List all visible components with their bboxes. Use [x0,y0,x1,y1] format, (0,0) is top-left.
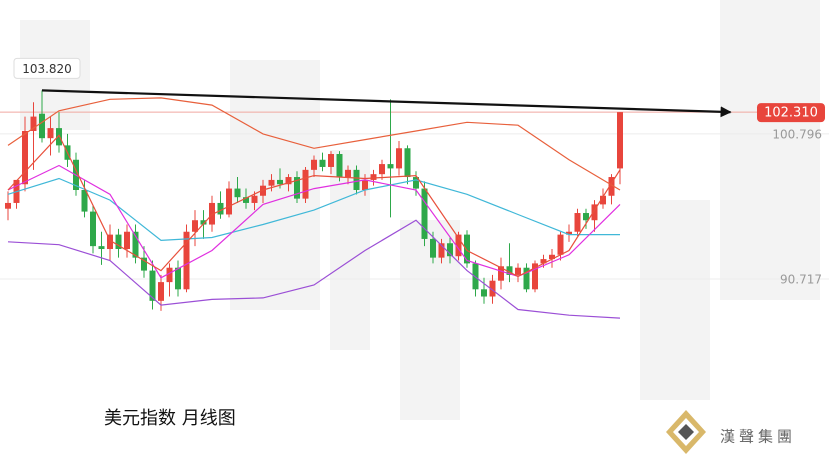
candle-body [396,148,402,169]
candle-body [379,164,385,175]
candle-body [243,197,249,203]
candle-body [600,195,606,205]
candle-body [523,267,530,290]
candle-body [5,202,11,209]
background-watermark [20,0,820,420]
trendline [41,89,732,118]
candle-body [22,130,28,185]
candle-body [319,159,326,167]
candle-body [56,128,62,146]
candle-body [481,289,487,297]
candle-body [226,188,232,215]
candle-body [124,231,130,250]
candle-body [107,234,113,250]
high-label-box [13,57,81,79]
candle-body [285,177,292,185]
candle-body [294,177,300,199]
candle-body [464,234,470,264]
logo: 漢聲集團 [666,410,796,454]
marks [5,89,732,319]
candle-body [183,231,190,290]
candle-body [268,179,275,186]
candle-body [617,112,623,169]
candle-body [447,243,453,257]
candle-body [353,169,360,190]
candle-body [200,220,207,225]
candle-body [574,213,581,232]
candle-body [39,113,45,139]
y-tick-label: 100.796 [772,127,822,141]
candle-body [192,220,198,232]
candle-body [90,211,96,247]
candle-body [277,179,283,185]
candle-body [532,263,538,290]
last-price-label: 102.310 [764,106,818,121]
high-label: 103.820 [22,62,72,76]
candle-body [421,188,428,239]
candle-body [387,164,394,169]
candle-body [557,234,564,255]
candle-body [489,280,496,297]
candle-body [311,159,317,170]
indicator-line [7,134,621,278]
candle-body [98,246,105,250]
candle-body [498,266,504,281]
candle-body [47,128,54,139]
candle-body [549,254,555,260]
candle-body [370,174,377,180]
candle-body [438,243,445,258]
candle-body [506,266,513,275]
candle-body [515,267,521,275]
indicator-line [7,97,621,191]
candle-body [302,169,309,199]
candle-body [328,154,334,167]
candle-body [30,116,37,131]
candle-body [540,259,547,264]
candle-body [583,213,589,221]
logo-text: 漢聲集團 [720,428,796,446]
candle-body [141,257,147,271]
candle-body [362,179,368,190]
candle-body [404,148,411,178]
indicator-line [7,219,621,319]
candle-body [608,177,615,196]
candle-body [336,154,343,178]
candle-body [209,202,215,225]
labels: 100.796 90.717 103.820 102.310 [13,57,825,286]
candle-body [430,238,436,258]
candle-body [166,267,173,283]
candle-body [251,195,258,203]
chart-title: 美元指数 月线图 [104,408,236,429]
candle-body [149,270,156,301]
candle-body [81,189,88,212]
last-price-box [757,103,825,123]
candle-body [115,234,122,250]
candle-body [217,202,224,215]
candle-body [591,204,598,221]
candle-body [260,185,266,196]
candle-body [234,188,241,198]
candle-body [158,282,164,301]
grid [0,111,829,280]
indicator-line [7,177,620,242]
candle-body [413,177,419,189]
candle-body [132,231,139,258]
candle-body [455,234,462,257]
y-tick-label: 90.717 [780,272,822,286]
candle-body [175,267,181,290]
candle-body [345,169,351,178]
candle-body [566,231,572,235]
